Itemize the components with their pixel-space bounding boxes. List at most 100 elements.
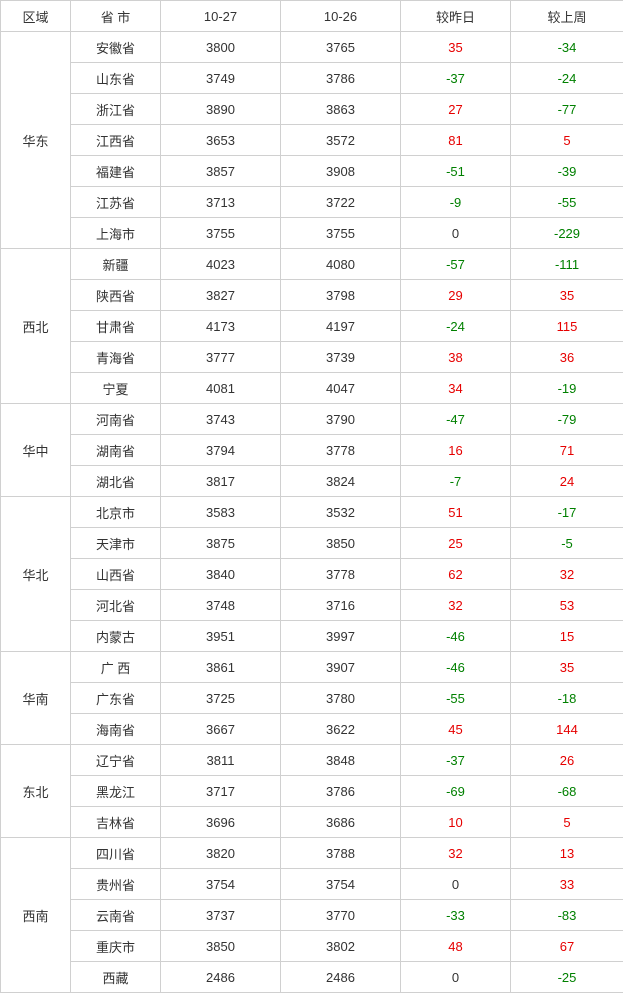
province-cell: 重庆市 bbox=[71, 931, 161, 962]
value-date1: 3667 bbox=[161, 714, 281, 745]
diff-week-cell: 35 bbox=[511, 280, 623, 311]
diff-week-cell: -55 bbox=[511, 187, 623, 218]
value-date1: 3748 bbox=[161, 590, 281, 621]
province-cell: 内蒙古 bbox=[71, 621, 161, 652]
region-cell: 西南 bbox=[1, 838, 71, 993]
value-date1: 3743 bbox=[161, 404, 281, 435]
value-date1: 4023 bbox=[161, 249, 281, 280]
diff-day-cell: -9 bbox=[401, 187, 511, 218]
diff-week-cell: -24 bbox=[511, 63, 623, 94]
table-row: 东北辽宁省38113848-3726 bbox=[1, 745, 623, 776]
province-cell: 江苏省 bbox=[71, 187, 161, 218]
value-date2: 3755 bbox=[281, 218, 401, 249]
table-row: 内蒙古39513997-4615 bbox=[1, 621, 623, 652]
table-row: 青海省377737393836 bbox=[1, 342, 623, 373]
diff-day-cell: -55 bbox=[401, 683, 511, 714]
diff-week-cell: 32 bbox=[511, 559, 623, 590]
diff-day-cell: 35 bbox=[401, 32, 511, 63]
diff-day-cell: 81 bbox=[401, 125, 511, 156]
diff-day-cell: 48 bbox=[401, 931, 511, 962]
table-row: 甘肃省41734197-24115 bbox=[1, 311, 623, 342]
value-date1: 4081 bbox=[161, 373, 281, 404]
table-row: 陕西省382737982935 bbox=[1, 280, 623, 311]
diff-week-cell: -111 bbox=[511, 249, 623, 280]
province-cell: 福建省 bbox=[71, 156, 161, 187]
diff-week-cell: 115 bbox=[511, 311, 623, 342]
table-row: 华北北京市3583353251-17 bbox=[1, 497, 623, 528]
value-date2: 3722 bbox=[281, 187, 401, 218]
table-row: 上海市375537550-229 bbox=[1, 218, 623, 249]
province-cell: 河南省 bbox=[71, 404, 161, 435]
value-date1: 3653 bbox=[161, 125, 281, 156]
province-cell: 吉林省 bbox=[71, 807, 161, 838]
value-date1: 2486 bbox=[161, 962, 281, 993]
table-row: 天津市3875385025-5 bbox=[1, 528, 623, 559]
price-table: 区域 省 市 10-27 10-26 较昨日 较上周 华东安徽省38003765… bbox=[0, 0, 623, 993]
diff-day-cell: 0 bbox=[401, 962, 511, 993]
value-date2: 3824 bbox=[281, 466, 401, 497]
value-date1: 3850 bbox=[161, 931, 281, 962]
diff-week-cell: -68 bbox=[511, 776, 623, 807]
region-cell: 西北 bbox=[1, 249, 71, 404]
value-date2: 3850 bbox=[281, 528, 401, 559]
table-row: 河北省374837163253 bbox=[1, 590, 623, 621]
table-row: 广东省37253780-55-18 bbox=[1, 683, 623, 714]
diff-day-cell: -46 bbox=[401, 621, 511, 652]
province-cell: 云南省 bbox=[71, 900, 161, 931]
value-date2: 3863 bbox=[281, 94, 401, 125]
value-date2: 3622 bbox=[281, 714, 401, 745]
diff-day-cell: 34 bbox=[401, 373, 511, 404]
value-date2: 3790 bbox=[281, 404, 401, 435]
value-date2: 3848 bbox=[281, 745, 401, 776]
table-row: 华东安徽省3800376535-34 bbox=[1, 32, 623, 63]
value-date2: 3754 bbox=[281, 869, 401, 900]
province-cell: 海南省 bbox=[71, 714, 161, 745]
diff-week-cell: -39 bbox=[511, 156, 623, 187]
table-row: 黑龙江37173786-69-68 bbox=[1, 776, 623, 807]
value-date2: 3532 bbox=[281, 497, 401, 528]
diff-week-cell: -229 bbox=[511, 218, 623, 249]
value-date1: 3749 bbox=[161, 63, 281, 94]
diff-week-cell: 13 bbox=[511, 838, 623, 869]
table-row: 江西省36533572815 bbox=[1, 125, 623, 156]
value-date1: 3777 bbox=[161, 342, 281, 373]
table-row: 重庆市385038024867 bbox=[1, 931, 623, 962]
diff-week-cell: -34 bbox=[511, 32, 623, 63]
header-diff-week: 较上周 bbox=[511, 1, 623, 32]
table-row: 山东省37493786-37-24 bbox=[1, 63, 623, 94]
diff-day-cell: 29 bbox=[401, 280, 511, 311]
diff-day-cell: 25 bbox=[401, 528, 511, 559]
value-date1: 3737 bbox=[161, 900, 281, 931]
value-date2: 3907 bbox=[281, 652, 401, 683]
value-date1: 3583 bbox=[161, 497, 281, 528]
diff-week-cell: -79 bbox=[511, 404, 623, 435]
diff-day-cell: -7 bbox=[401, 466, 511, 497]
value-date2: 2486 bbox=[281, 962, 401, 993]
value-date2: 3739 bbox=[281, 342, 401, 373]
value-date2: 3786 bbox=[281, 776, 401, 807]
value-date2: 3802 bbox=[281, 931, 401, 962]
value-date1: 3857 bbox=[161, 156, 281, 187]
province-cell: 北京市 bbox=[71, 497, 161, 528]
diff-week-cell: -5 bbox=[511, 528, 623, 559]
table-body: 华东安徽省3800376535-34山东省37493786-37-24浙江省38… bbox=[1, 32, 623, 993]
table-row: 云南省37373770-33-83 bbox=[1, 900, 623, 931]
table-row: 西南四川省382037883213 bbox=[1, 838, 623, 869]
diff-day-cell: 38 bbox=[401, 342, 511, 373]
value-date2: 3572 bbox=[281, 125, 401, 156]
diff-day-cell: 10 bbox=[401, 807, 511, 838]
province-cell: 青海省 bbox=[71, 342, 161, 373]
province-cell: 湖北省 bbox=[71, 466, 161, 497]
value-date2: 3997 bbox=[281, 621, 401, 652]
province-cell: 贵州省 bbox=[71, 869, 161, 900]
province-cell: 广东省 bbox=[71, 683, 161, 714]
table-row: 浙江省3890386327-77 bbox=[1, 94, 623, 125]
diff-day-cell: 27 bbox=[401, 94, 511, 125]
value-date2: 3716 bbox=[281, 590, 401, 621]
value-date2: 3770 bbox=[281, 900, 401, 931]
diff-week-cell: 33 bbox=[511, 869, 623, 900]
region-cell: 华东 bbox=[1, 32, 71, 249]
diff-day-cell: 32 bbox=[401, 590, 511, 621]
diff-week-cell: 5 bbox=[511, 807, 623, 838]
table-row: 华南广 西38613907-4635 bbox=[1, 652, 623, 683]
